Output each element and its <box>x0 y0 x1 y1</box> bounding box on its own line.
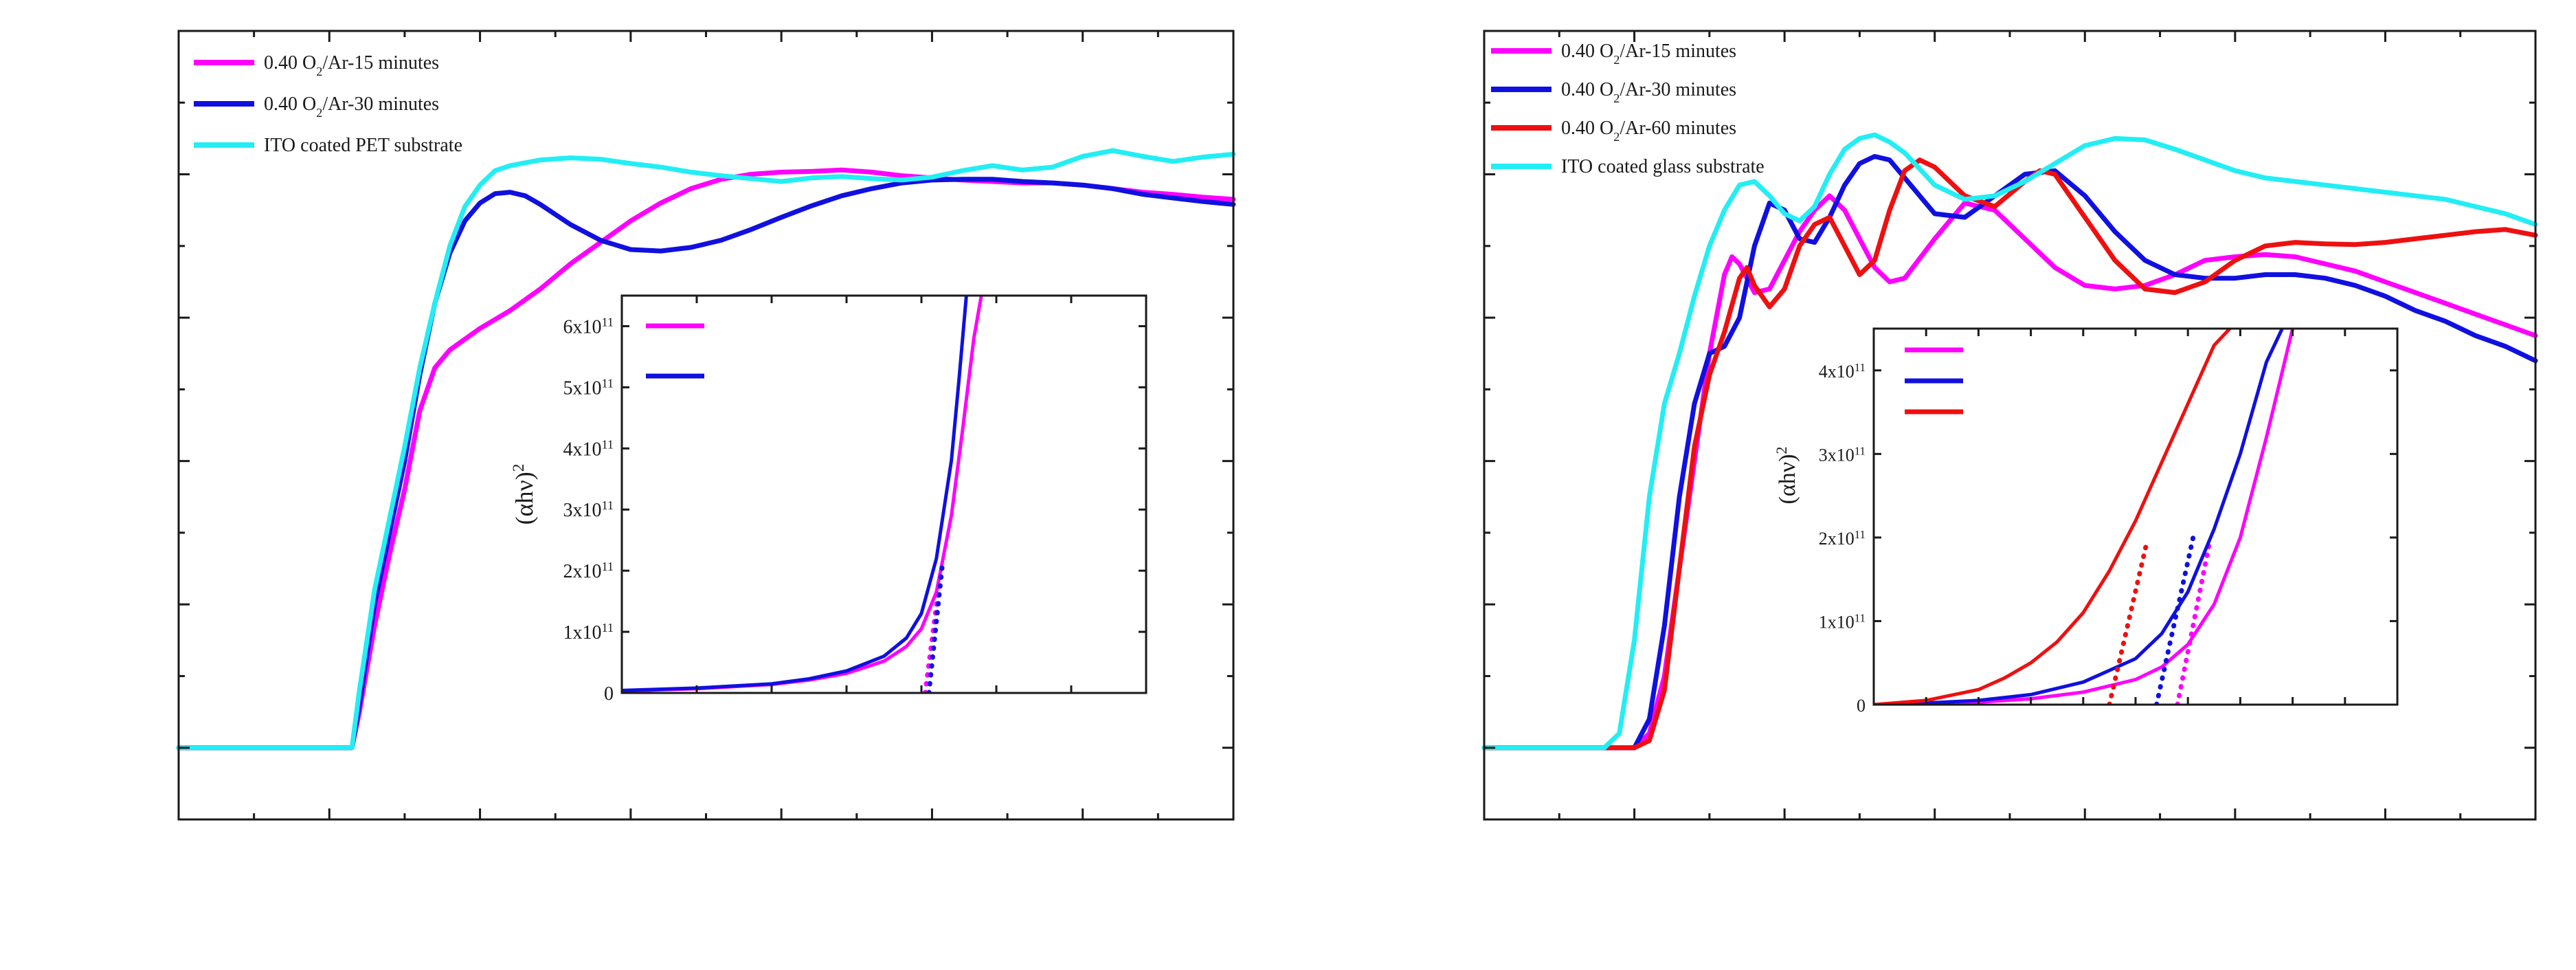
inset-fit-line-2 <box>2107 543 2149 705</box>
inset-y-axis-label-part: (αhν) <box>1775 454 1800 505</box>
series-line-2 <box>176 148 1236 751</box>
inset-y-tick-label: 2x1011 <box>563 560 614 582</box>
inset-fit-line-1 <box>2154 535 2196 705</box>
legend-label: ITO coated PET substrate <box>264 135 462 156</box>
inset-y-tick-label-part: 11 <box>1855 360 1866 373</box>
inset-y-axis-label: (αhν)2 <box>1773 447 1801 505</box>
inset-y-axis-label-part: 2 <box>1773 447 1790 454</box>
inset-y-axis-label-part: 2 <box>510 464 528 472</box>
legend-label-part: 0.40 O <box>1561 41 1613 62</box>
legend-label-part: 0.40 O <box>1561 118 1613 139</box>
legend-label-part: 2 <box>1613 130 1620 144</box>
legend-label-part: 2 <box>1613 91 1620 105</box>
legend-label-part: 2 <box>316 65 322 78</box>
inset-fit-line-0 <box>2175 543 2212 705</box>
inset-y-tick-label: 0 <box>604 683 614 705</box>
inset-curves <box>622 296 983 693</box>
inset-y-tick-label-part: 0 <box>604 683 614 705</box>
inset-y-tick-label-part: 11 <box>601 315 614 329</box>
inset-y-tick-label: 3x1011 <box>1819 444 1866 465</box>
inset-y-tick-label-part: 3x10 <box>1819 445 1855 465</box>
legend-label-part: 0.40 O <box>264 52 316 74</box>
inset-y-tick-label-part: 11 <box>601 437 614 451</box>
inset-y-tick-label-part: 11 <box>1855 444 1866 457</box>
inset-y-tick-label-part: 11 <box>601 621 614 635</box>
legend-label-part: 2 <box>316 106 322 120</box>
inset-y-tick-label: 0 <box>1857 696 1866 716</box>
inset-y-tick-label: 4x1011 <box>563 437 614 460</box>
legend-label: 0.40 O2/Ar-15 minutes <box>264 52 439 78</box>
legend-label-part: /Ar-30 minutes <box>322 93 439 115</box>
inset-y-tick-label: 1x1011 <box>563 621 614 643</box>
legend-label-part: 2 <box>1613 53 1620 67</box>
inset-y-tick-label-part: 11 <box>1855 527 1866 540</box>
inset-fit-line-1 <box>926 562 945 693</box>
legend-label: 0.40 O2/Ar-30 minutes <box>1561 79 1736 105</box>
inset-y-tick-label: 1x1011 <box>1819 611 1866 632</box>
inset-y-tick-label-part: 2x10 <box>1819 529 1855 549</box>
inset-y-tick-label: 3x1011 <box>563 498 614 521</box>
main-curves <box>1481 132 2538 751</box>
inset-y-tick-label-part: 11 <box>601 498 614 512</box>
inset-curves <box>1874 329 2295 705</box>
inset-y-axis-label: (αhν)2 <box>510 464 538 525</box>
inset-y-tick-label-part: 4x10 <box>563 439 601 460</box>
legend-label-part: 0.40 O <box>1561 79 1613 100</box>
inset-y-tick-label-part: 4x10 <box>1819 362 1855 382</box>
inset-y-tick-label: 6x1011 <box>563 315 614 338</box>
inset-y-tick-label-part: 2x10 <box>563 561 601 582</box>
inset-y-tick-label-part: 6x10 <box>563 316 601 338</box>
inset-legend <box>646 323 704 379</box>
legend-label-part: /Ar-30 minutes <box>1620 79 1736 100</box>
series-line-2 <box>1481 157 2538 751</box>
inset-y-tick-label: 2x1011 <box>1819 527 1866 549</box>
inset-y-tick-label-part: 3x10 <box>563 500 601 521</box>
legend-label-part: ITO coated PET substrate <box>264 135 462 156</box>
inset-series-line-1 <box>1874 329 2284 705</box>
legend-label: 0.40 O2/Ar-60 minutes <box>1561 118 1736 144</box>
inset-series-line-1 <box>622 296 968 692</box>
inset-y-tick-label-part: 11 <box>601 376 614 390</box>
inset-chart: 01x10112x10113x10114x10115x10116x1011(αh… <box>510 294 1147 705</box>
inset-background <box>622 296 1146 693</box>
legend-label-part: 0.40 O <box>264 93 316 115</box>
legend-label-part: /Ar-15 minutes <box>1620 41 1736 62</box>
inset-y-tick-label-part: 0 <box>1857 696 1866 716</box>
series-line-3 <box>1481 132 2538 751</box>
legend-label-part: /Ar-60 minutes <box>1620 118 1736 139</box>
inset-y-tick-label: 5x1011 <box>563 376 614 399</box>
main-curves <box>176 148 1236 751</box>
inset-y-tick-label-part: 11 <box>1855 611 1866 624</box>
legend-label: ITO coated glass substrate <box>1561 156 1765 177</box>
legend-label: 0.40 O2/Ar-30 minutes <box>264 93 439 120</box>
inset-y-tick-label-part: 11 <box>601 560 614 573</box>
inset-series-line-2 <box>1874 329 2232 705</box>
legend-label-part: /Ar-15 minutes <box>322 52 439 74</box>
inset-y-axis-label-part: (αhν) <box>511 472 538 525</box>
inset-y-tick-label-part: 5x10 <box>563 377 601 399</box>
inset-y-tick-label-part: 1x10 <box>1819 612 1855 632</box>
inset-y-tick-label-part: 1x10 <box>563 622 601 643</box>
legend-label-part: ITO coated glass substrate <box>1561 156 1765 177</box>
inset-legend <box>1905 347 1963 415</box>
inset-frame <box>620 294 1147 694</box>
legend-label: 0.40 O2/Ar-15 minutes <box>1561 41 1736 67</box>
inset-y-tick-label: 4x1011 <box>1819 360 1866 382</box>
